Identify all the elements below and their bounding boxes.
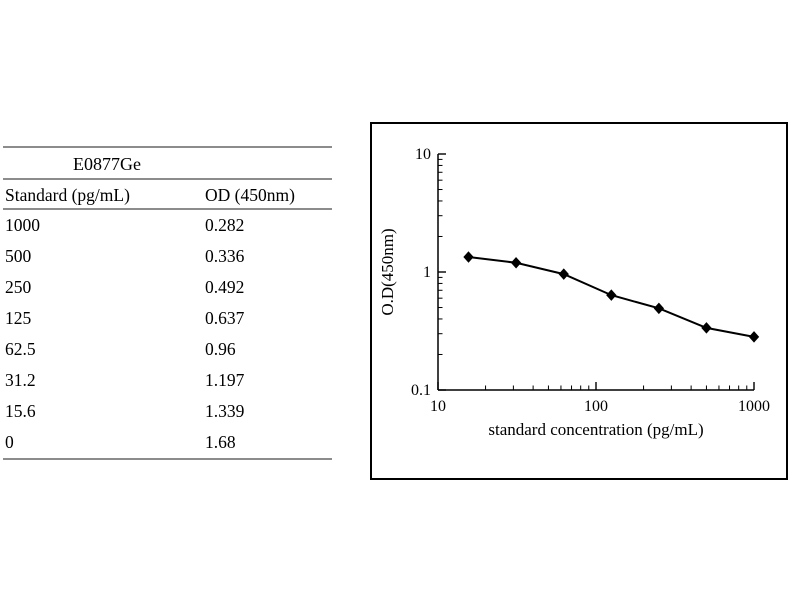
standard-curve-chart: 10 100 1000 0.1 1 10 standard concentration (p… bbox=[370, 122, 788, 480]
x-axis-label: standard concentration (pg/mL) bbox=[488, 420, 703, 439]
table-header-row: Standard (pg/mL) OD (450nm) bbox=[3, 180, 332, 210]
table-row: 0 1.68 bbox=[3, 427, 332, 458]
x-tick-label: 1000 bbox=[738, 398, 770, 415]
od-value: 0.492 bbox=[205, 277, 245, 297]
od-value: 0.96 bbox=[205, 339, 236, 359]
y-tick-label: 1 bbox=[423, 264, 431, 281]
standard-value: 250 bbox=[5, 277, 32, 297]
data-point-marker bbox=[701, 322, 712, 334]
standards-table: E0877Ge Standard (pg/mL) OD (450nm) 1000… bbox=[3, 146, 332, 460]
table-row: 250 0.492 bbox=[3, 272, 332, 303]
standard-value: 31.2 bbox=[5, 370, 36, 390]
y-axis-label: O.D(450nm) bbox=[378, 228, 397, 315]
standard-value: 1000 bbox=[5, 215, 40, 235]
data-point-marker bbox=[510, 257, 522, 269]
col-header-standard: Standard (pg/mL) bbox=[5, 185, 130, 205]
od-value: 0.637 bbox=[205, 308, 245, 328]
table-title-row: E0877Ge bbox=[3, 148, 332, 180]
standard-value: 500 bbox=[5, 246, 32, 266]
table-row: 15.6 1.339 bbox=[3, 396, 332, 427]
standard-value: 125 bbox=[5, 308, 32, 328]
od-value: 1.339 bbox=[205, 401, 245, 421]
data-point-marker bbox=[558, 268, 569, 280]
col-header-od: OD (450nm) bbox=[205, 185, 295, 205]
standard-curve-svg: 10 100 1000 0.1 1 10 standard concentration (p… bbox=[378, 146, 770, 439]
table-row: 1000 0.282 bbox=[3, 210, 332, 241]
table-title: E0877Ge bbox=[73, 154, 141, 174]
od-value: 0.282 bbox=[205, 215, 245, 235]
standard-value: 0 bbox=[5, 432, 14, 452]
od-value: 1.68 bbox=[205, 432, 236, 452]
table-row: 500 0.336 bbox=[3, 241, 332, 272]
data-point-marker bbox=[606, 289, 617, 301]
od-value: 1.197 bbox=[205, 370, 245, 390]
table-row: 62.5 0.96 bbox=[3, 334, 332, 365]
standard-value: 15.6 bbox=[5, 401, 36, 421]
od-value: 0.336 bbox=[205, 246, 245, 266]
data-point-marker bbox=[463, 251, 474, 263]
data-point-marker bbox=[653, 302, 665, 315]
y-tick-label: 10 bbox=[415, 146, 431, 163]
data-point-marker bbox=[748, 331, 760, 343]
standard-value: 62.5 bbox=[5, 339, 36, 359]
x-tick-label: 100 bbox=[584, 398, 608, 415]
table-row: 31.2 1.197 bbox=[3, 365, 332, 396]
x-tick-label: 10 bbox=[430, 398, 446, 415]
y-tick-label: 0.1 bbox=[411, 382, 431, 399]
table-row: 125 0.637 bbox=[3, 303, 332, 334]
